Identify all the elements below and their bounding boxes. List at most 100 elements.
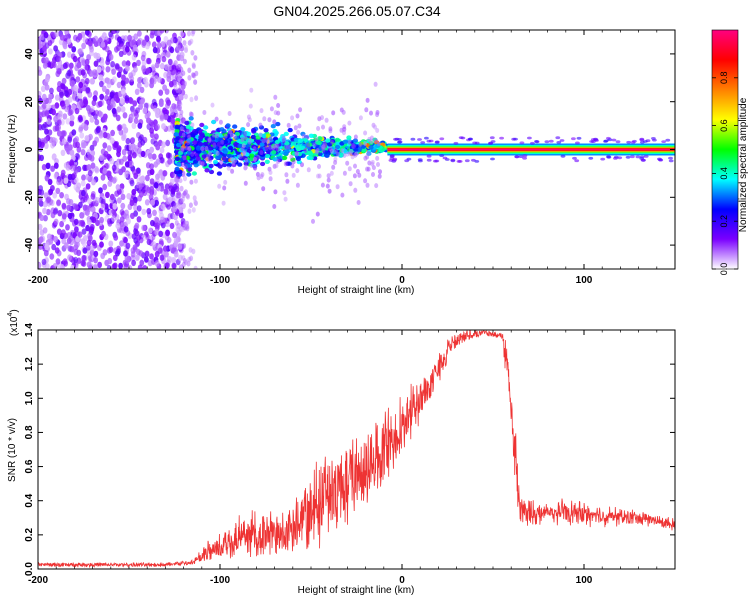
- heatmap-cell: [55, 187, 61, 195]
- heatmap-cell: [295, 168, 300, 174]
- heatmap-cell: [274, 139, 280, 145]
- heatmap-cell: [44, 128, 49, 135]
- heatmap-cell: [289, 154, 294, 160]
- colorbar-ticks: 0.0 0.2 0.4 0.6 0.8: [712, 72, 738, 275]
- heatmap-cell: [95, 196, 101, 204]
- heatmap-cell: [246, 148, 252, 154]
- heatmap-cell: [54, 30, 60, 38]
- heatmap-cell: [120, 38, 125, 45]
- heatmap-cell: [124, 95, 130, 102]
- heatmap-cell: [639, 140, 645, 144]
- heatmap-cell: [119, 240, 124, 247]
- heatmap-cell: [137, 122, 143, 129]
- heatmap-cell: [158, 238, 164, 245]
- heatmap-cell: [179, 197, 184, 204]
- heatmap-cell: [326, 173, 331, 179]
- heatmap-cell: [80, 180, 86, 187]
- locked-band: [387, 148, 675, 151]
- heatmap-cell: [143, 77, 148, 84]
- heatmap-cell: [45, 162, 51, 170]
- heatmap-cell: [556, 141, 562, 144]
- heatmap-cell: [182, 58, 187, 65]
- heatmap-cell: [295, 113, 300, 119]
- heatmap-cell: [158, 230, 164, 238]
- heatmap-cell: [86, 239, 92, 246]
- heatmap-cell: [80, 149, 86, 156]
- heatmap-cell: [177, 41, 182, 47]
- heatmap-cell: [131, 152, 137, 159]
- heatmap-cell: [317, 136, 323, 141]
- heatmap-cell: [265, 153, 271, 159]
- y-tick-label: -20: [24, 190, 35, 205]
- heatmap-cell: [283, 131, 289, 137]
- heatmap-cell: [154, 199, 160, 207]
- heatmap-cell: [177, 204, 182, 210]
- heatmap-cell: [165, 139, 171, 147]
- heatmap-cell: [43, 250, 49, 257]
- heatmap-cell: [96, 66, 102, 73]
- exponent-close: ): [9, 309, 20, 312]
- heatmap-cell: [151, 153, 157, 160]
- heatmap-cell: [227, 111, 232, 116]
- heatmap-cell: [123, 35, 129, 42]
- heatmap-cell: [287, 127, 293, 133]
- heatmap-cell: [145, 174, 150, 182]
- heatmap-cell: [290, 115, 295, 121]
- heatmap-cell: [85, 86, 91, 94]
- heatmap-cell: [99, 80, 104, 88]
- heatmap-cell: [617, 156, 623, 160]
- heatmap-cell: [657, 158, 663, 162]
- heatmap-cell: [146, 123, 152, 130]
- x-tick-label: -100: [210, 575, 230, 586]
- heatmap-cell: [110, 60, 115, 68]
- heatmap-cell: [468, 137, 473, 141]
- heatmap-cell: [266, 139, 271, 145]
- heatmap-cell: [48, 238, 54, 245]
- heatmap-cell: [259, 174, 264, 179]
- heatmap-cell: [340, 192, 345, 198]
- heatmap-cell: [124, 161, 130, 168]
- heatmap-cell: [165, 230, 171, 237]
- heatmap-cell: [38, 66, 42, 73]
- heatmap-cell: [102, 116, 108, 123]
- heatmap-cell: [233, 157, 238, 163]
- heatmap-cell: [66, 232, 72, 239]
- heatmap-cell: [218, 146, 223, 151]
- heatmap-cell: [91, 179, 96, 186]
- heatmap-cell: [112, 110, 118, 117]
- heatmap-cell: [49, 87, 54, 95]
- heatmap-cell: [74, 203, 79, 210]
- heatmap-cell: [244, 164, 248, 170]
- heatmap-cell: [129, 199, 135, 207]
- heatmap-cell: [167, 63, 173, 71]
- heatmap-cell: [269, 106, 274, 112]
- heatmap-cell: [150, 219, 155, 227]
- heatmap-cell: [311, 218, 315, 224]
- heatmap-cell: [635, 155, 641, 159]
- heatmap-cell: [600, 157, 606, 161]
- snr-exponent-label: (x104): [7, 309, 20, 336]
- heatmap-cell: [418, 159, 423, 163]
- heatmap-cell: [146, 57, 152, 65]
- heatmap-cell: [329, 170, 334, 176]
- heatmap-cell: [189, 96, 194, 103]
- heatmap-cell: [180, 139, 184, 145]
- svg-text:(x104): (x104): [7, 309, 20, 336]
- heatmap-cell: [75, 141, 80, 148]
- heatmap-cell: [146, 186, 152, 194]
- heatmap-cell: [98, 74, 104, 81]
- heatmap-cell: [203, 141, 209, 147]
- heatmap-cell: [111, 68, 116, 75]
- heatmap-cell: [167, 158, 172, 165]
- heatmap-cell: [180, 226, 185, 233]
- heatmap-cell: [94, 167, 100, 174]
- heatmap-cell: [80, 69, 86, 76]
- heatmap-cell: [184, 259, 188, 266]
- heatmap-cell: [162, 84, 168, 91]
- heatmap-cell: [392, 158, 397, 162]
- heatmap-cell: [442, 156, 448, 160]
- heatmap-cell: [312, 142, 317, 148]
- heatmap-cell: [559, 139, 565, 142]
- heatmap-cell: [119, 216, 125, 223]
